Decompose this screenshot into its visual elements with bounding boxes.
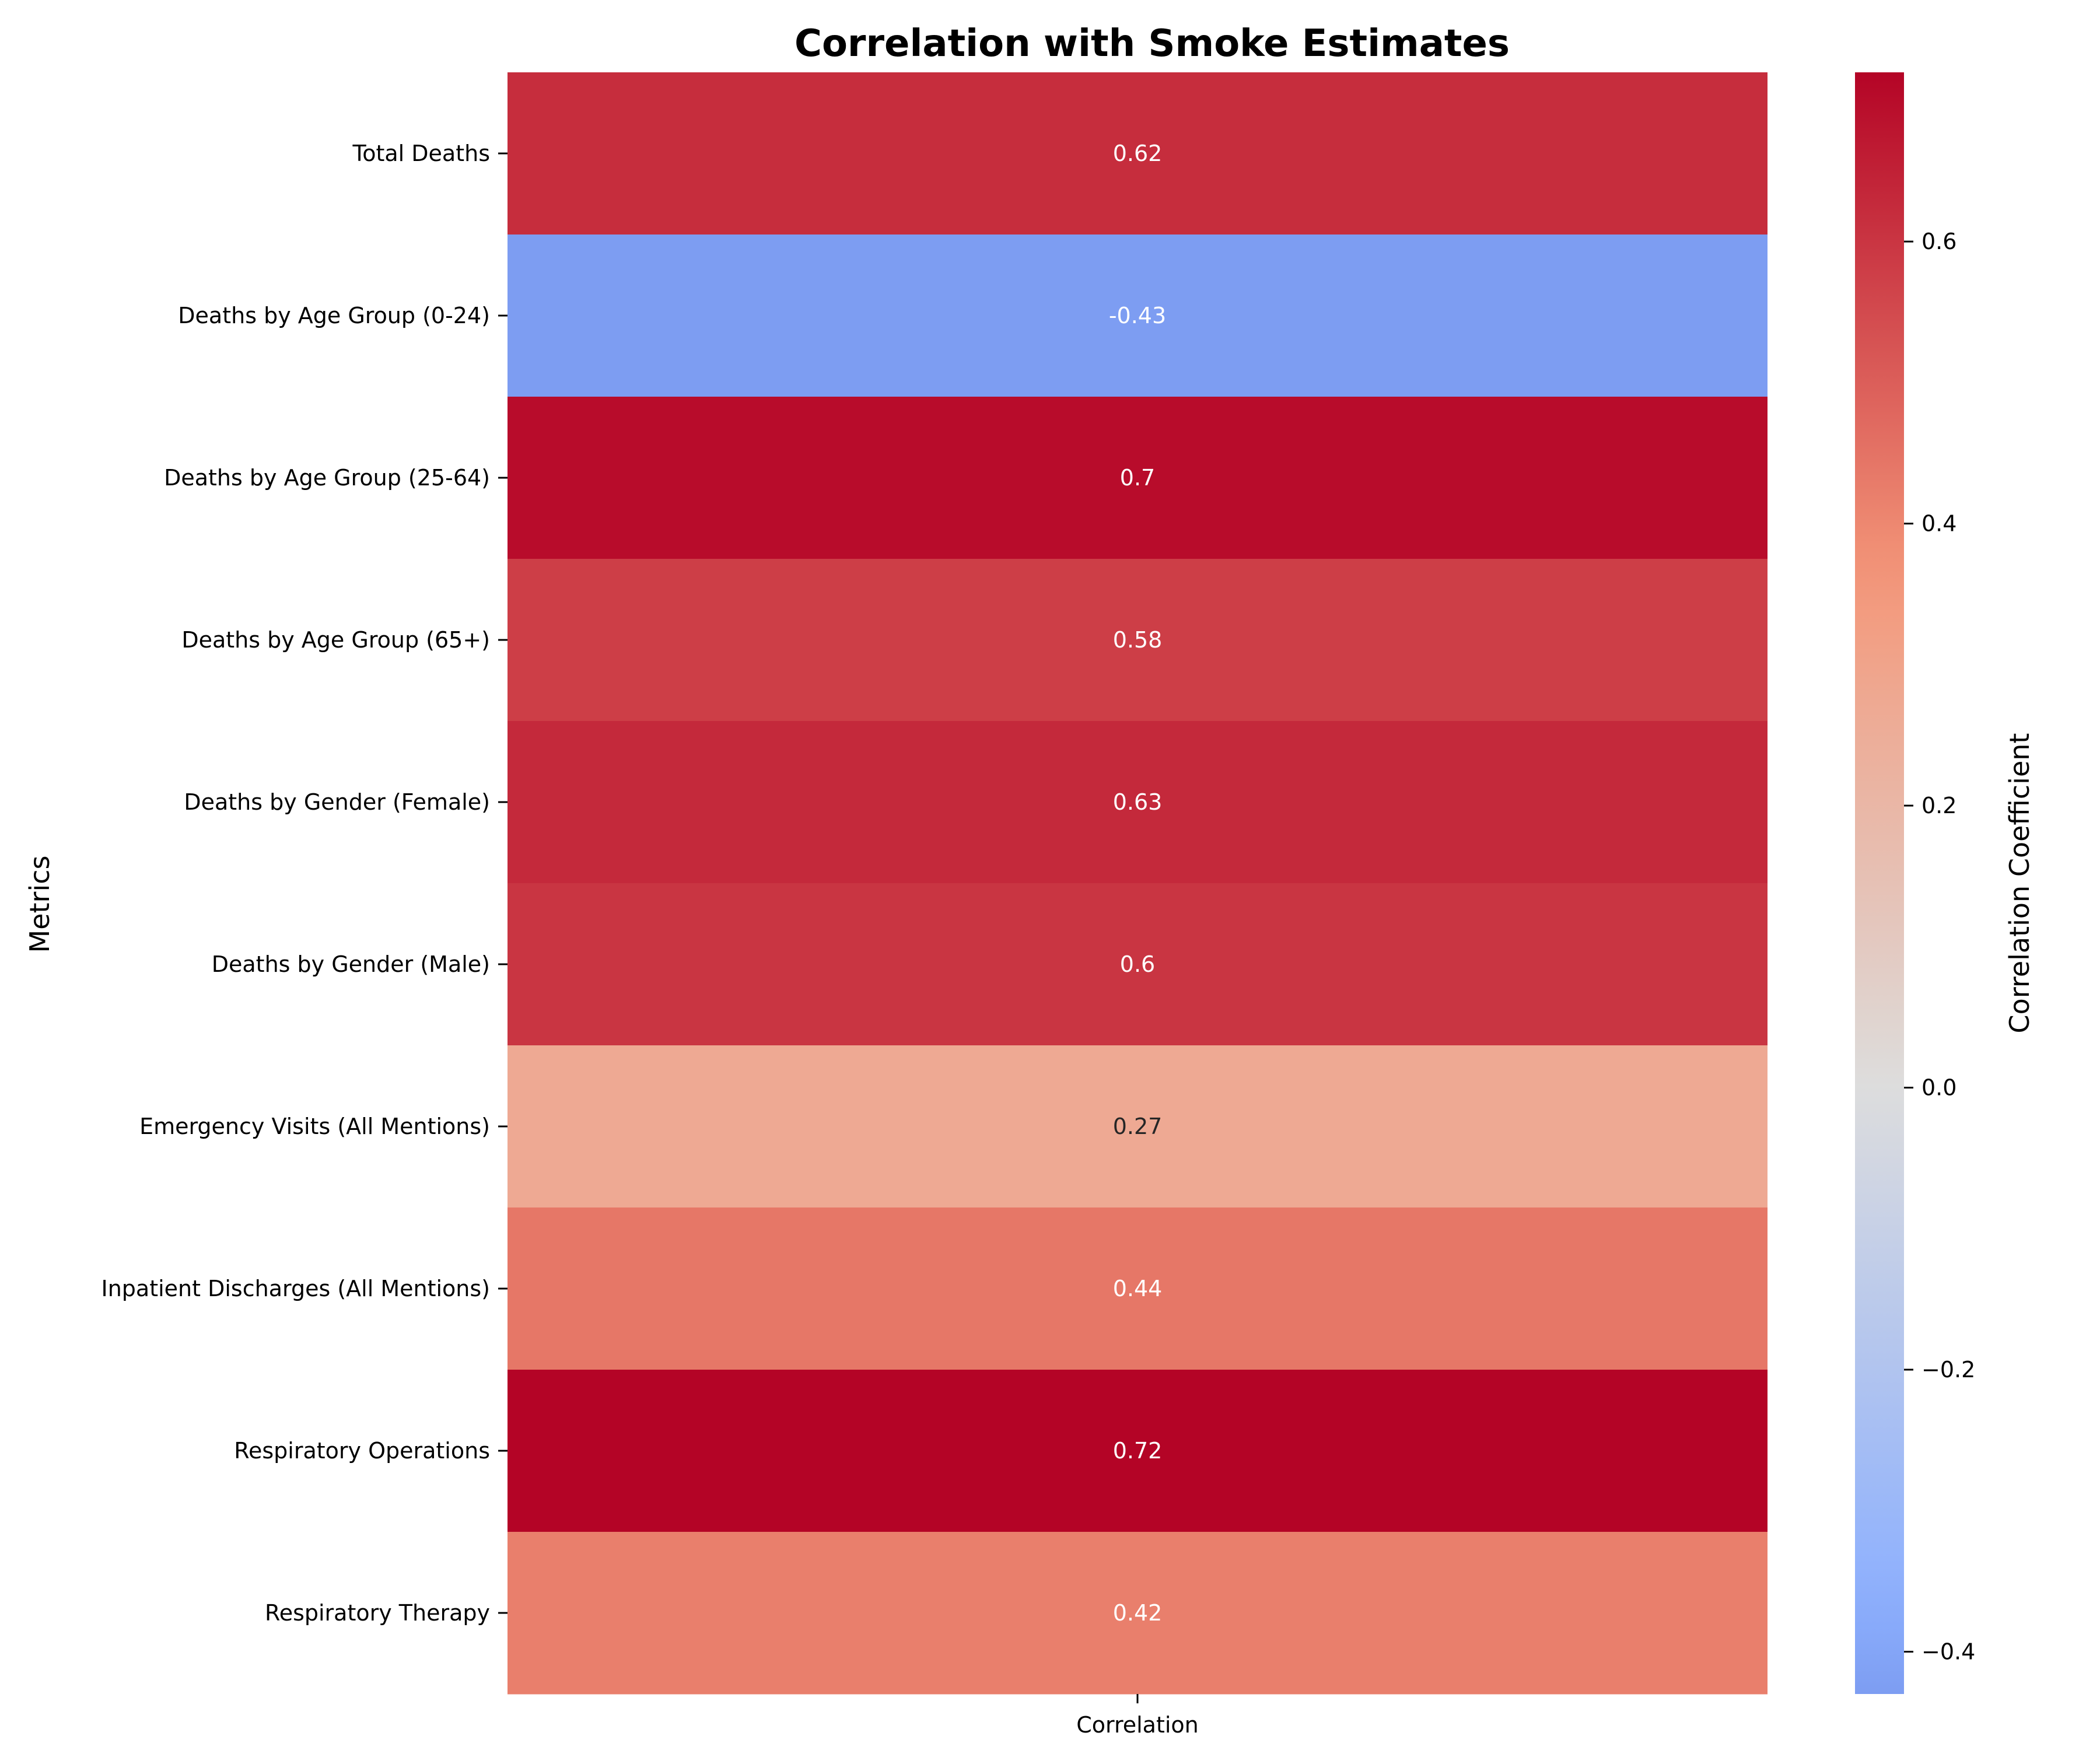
y-tick-label: Emergency Visits (All Mentions) (139, 1114, 490, 1139)
cell-value-label: -0.43 (1109, 303, 1166, 328)
cell-value-label: 0.7 (1120, 465, 1155, 491)
y-tick-label: Inpatient Discharges (All Mentions) (102, 1276, 490, 1301)
heatmap-cell (508, 1208, 1768, 1370)
y-tick-label: Deaths by Gender (Female) (184, 789, 490, 815)
cell-value-label: 0.6 (1120, 951, 1155, 977)
heatmap-cell (508, 883, 1768, 1046)
y-tick-label: Deaths by Gender (Male) (212, 951, 490, 977)
cell-value-label: 0.63 (1113, 789, 1163, 815)
heatmap-cell (508, 1532, 1768, 1695)
cell-value-label: 0.58 (1113, 627, 1163, 653)
colorbar (1855, 72, 1904, 1694)
colorbar-tick-label: −0.4 (1922, 1639, 1975, 1664)
cell-value-label: 0.44 (1113, 1276, 1163, 1301)
cell-value-label: 0.72 (1113, 1438, 1163, 1464)
colorbar-tick-label: 0.4 (1922, 511, 1957, 537)
y-tick-label: Deaths by Age Group (25-64) (164, 465, 490, 491)
heatmap-cells: 0.62 -0.43 0.7 0.58 0.63 0.6 0.27 0.44 0.72 0.42 (508, 72, 1768, 1695)
y-tick-label: Deaths by Age Group (65+) (181, 627, 490, 653)
colorbar-label: Correlation Coefficient (2004, 733, 2035, 1034)
colorbar-tick-label: 0.6 (1922, 229, 1957, 254)
x-axis-ticks: Correlation (1076, 1694, 1199, 1738)
cell-value-label: 0.42 (1113, 1600, 1163, 1626)
y-axis-ticks: Total Deaths Deaths by Age Group (0-24) De… (102, 141, 508, 1626)
y-tick-label: Deaths by Age Group (0-24) (178, 303, 490, 328)
heatmap-cell (508, 721, 1768, 884)
colorbar-tick-label: 0.0 (1922, 1075, 1957, 1101)
colorbar-ticks: −0.4 −0.2 0.0 0.2 0.4 0.6 (1904, 229, 1975, 1664)
heatmap-cell (508, 1370, 1768, 1532)
colorbar-tick-label: −0.2 (1922, 1357, 1975, 1382)
y-tick-label: Total Deaths (352, 141, 490, 166)
heatmap-cell (508, 235, 1768, 397)
x-tick-label: Correlation (1076, 1712, 1199, 1738)
colorbar-tick-label: 0.2 (1922, 793, 1957, 818)
heatmap-cell (508, 72, 1768, 235)
chart-title: Correlation with Smoke Estimates (794, 22, 1510, 65)
y-axis-label: Metrics (24, 856, 55, 953)
heatmap-cell (508, 397, 1768, 559)
y-tick-label: Respiratory Operations (234, 1438, 490, 1464)
cell-value-label: 0.62 (1113, 141, 1163, 166)
heatmap-cell (508, 559, 1768, 722)
heatmap-cell (508, 1045, 1768, 1208)
y-tick-label: Respiratory Therapy (265, 1600, 490, 1626)
cell-value-label: 0.27 (1113, 1114, 1163, 1139)
